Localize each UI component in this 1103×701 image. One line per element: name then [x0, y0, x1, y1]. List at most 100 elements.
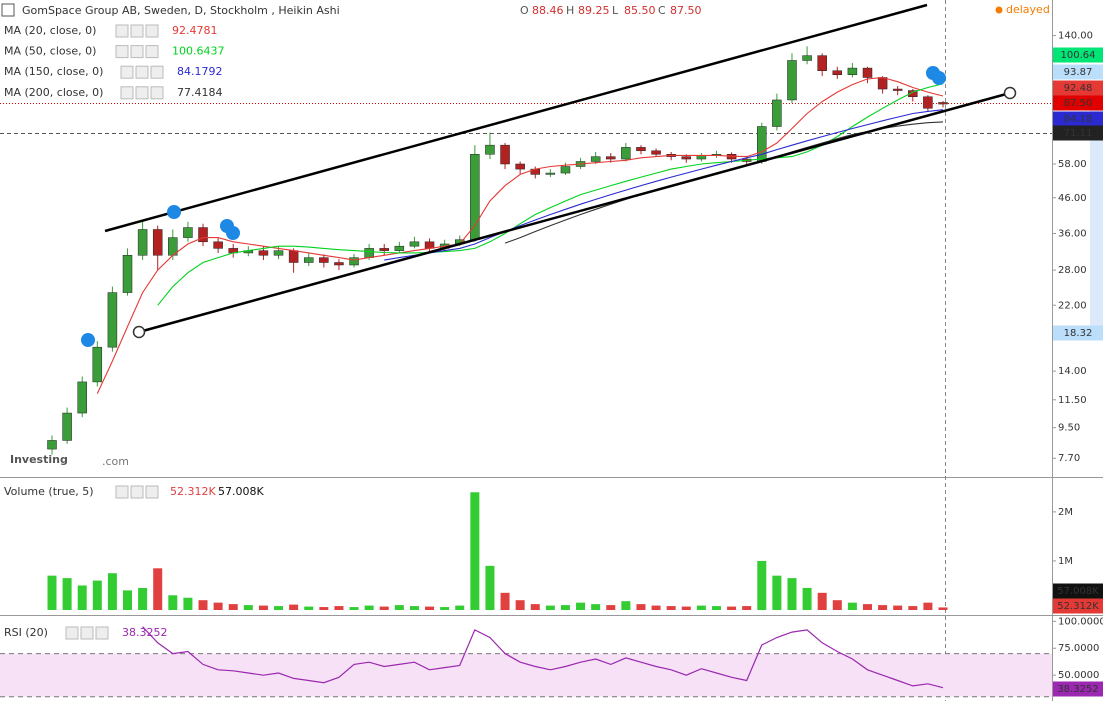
- legend-icon[interactable]: [145, 485, 159, 499]
- candle-body: [802, 55, 812, 61]
- legend-icon[interactable]: [145, 45, 159, 59]
- y-tick-label: 22.00: [1058, 300, 1087, 311]
- y-tick-label: 140.00: [1058, 31, 1093, 42]
- volume-bar: [560, 605, 570, 610]
- volume-bar: [349, 607, 359, 610]
- candle-body: [908, 90, 918, 98]
- status-dot: [995, 6, 1003, 14]
- price-box-label: 84.18: [1064, 114, 1093, 125]
- volume-bar: [62, 578, 72, 610]
- legend-icon[interactable]: [135, 65, 149, 79]
- candle-body: [183, 227, 193, 238]
- price-box: [1053, 598, 1103, 614]
- legend-icon[interactable]: [120, 86, 134, 100]
- legend-icon[interactable]: [95, 626, 109, 640]
- legend-name: MA (150, close, 0): [4, 65, 103, 78]
- event-marker[interactable]: [932, 71, 946, 85]
- candle-body: [258, 250, 269, 256]
- candle-body: [137, 229, 148, 256]
- event-marker[interactable]: [167, 205, 181, 219]
- range-highlight: [1090, 92, 1103, 332]
- price-box: [1053, 681, 1103, 697]
- ohlc-value: 88.46: [532, 4, 564, 17]
- legend-name: MA (50, close, 0): [4, 45, 96, 58]
- volume-bar: [153, 568, 163, 610]
- price-box-label: 71.11: [1064, 128, 1093, 139]
- volume-bar: [77, 585, 87, 610]
- volume-bar: [711, 606, 721, 610]
- price-box: [1053, 95, 1103, 111]
- price-box-label: 18.32: [1064, 328, 1093, 339]
- volume-bar: [757, 560, 767, 610]
- volume-bar: [425, 606, 435, 610]
- candle-body: [349, 257, 359, 266]
- y-tick-label: 100.0000: [1058, 616, 1103, 627]
- legend-icon[interactable]: [120, 65, 134, 79]
- legend-name: Volume (true, 5): [4, 485, 94, 498]
- event-marker[interactable]: [81, 333, 95, 347]
- volume-bar: [274, 606, 284, 610]
- volume-bar: [409, 606, 419, 610]
- volume-bar: [742, 606, 752, 610]
- legend-icon[interactable]: [115, 485, 129, 499]
- legend-icon[interactable]: [150, 86, 164, 100]
- volume-bar: [258, 605, 268, 610]
- volume-bar: [92, 580, 102, 610]
- legend-icon[interactable]: [145, 24, 159, 38]
- collapse-icon[interactable]: [1, 3, 15, 17]
- legend-icon[interactable]: [115, 24, 129, 38]
- candle-body: [288, 250, 299, 263]
- candle-body: [47, 440, 57, 450]
- legend-value: 77.4184: [177, 86, 223, 99]
- candle-body: [515, 163, 525, 170]
- candle-body: [621, 147, 631, 160]
- candle-body: [847, 67, 858, 75]
- volume-bar: [440, 607, 450, 610]
- legend-icon[interactable]: [65, 626, 79, 640]
- price-box-label: 93.87: [1064, 67, 1093, 78]
- candle-body: [213, 241, 223, 249]
- legend-icon[interactable]: [130, 24, 144, 38]
- candle-body: [817, 55, 827, 71]
- volume-bar: [289, 604, 299, 610]
- ohlc-value: 87.50: [670, 4, 702, 17]
- trend-handle[interactable]: [132, 325, 146, 339]
- volume-bar: [213, 602, 223, 610]
- volume-bar: [455, 605, 465, 610]
- event-marker[interactable]: [226, 226, 240, 240]
- y-tick-label: 11.50: [1058, 395, 1087, 406]
- candle-body: [303, 257, 314, 263]
- volume-bar: [802, 587, 812, 610]
- volume-bar: [243, 605, 253, 610]
- volume-bar: [515, 600, 525, 610]
- volume-bar: [228, 604, 238, 610]
- ohlc-key: L: [612, 4, 619, 17]
- legend-icon[interactable]: [135, 86, 149, 100]
- volume-bar: [47, 575, 57, 610]
- ohlc-value: 89.25: [578, 4, 610, 17]
- chart-title: GomSpace Group AB, Sweden, D, Stockholm …: [22, 4, 340, 17]
- volume-bar: [787, 578, 797, 610]
- trend-handle[interactable]: [1003, 86, 1017, 100]
- price-box-label: 38.3252: [1057, 684, 1098, 695]
- candle-body: [364, 248, 374, 258]
- legend-icon[interactable]: [150, 65, 164, 79]
- volume-bar: [364, 605, 374, 610]
- candle-body: [334, 262, 344, 266]
- volume-bar: [379, 606, 389, 610]
- legend-icon[interactable]: [80, 626, 94, 640]
- legend-icon[interactable]: [130, 485, 144, 499]
- candle-body: [832, 70, 843, 75]
- candle-body: [122, 255, 133, 293]
- legend-icon[interactable]: [115, 45, 129, 59]
- legend-name: MA (20, close, 0): [4, 24, 96, 37]
- price-box-label: 57.008K: [1057, 586, 1099, 597]
- volume-bar: [183, 597, 193, 610]
- moving-average: [504, 121, 944, 244]
- y-tick-label: 58.00: [1058, 159, 1087, 170]
- volume-bar: [847, 602, 857, 610]
- legend-icon[interactable]: [130, 45, 144, 59]
- candle-body: [152, 229, 163, 256]
- candle-body: [938, 102, 948, 105]
